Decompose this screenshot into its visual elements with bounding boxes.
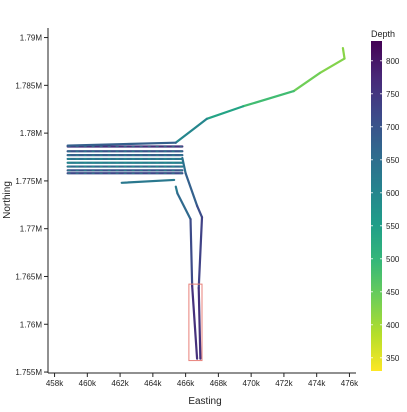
track-segment	[292, 71, 322, 93]
track-segment	[241, 89, 295, 108]
track-segment	[174, 185, 179, 195]
colorbar-tick-label: 700	[386, 123, 400, 132]
x-tick-label: 458k	[46, 379, 64, 388]
colorbar-tick-label: 450	[386, 288, 400, 297]
x-tick-label: 466k	[177, 379, 195, 388]
track-segment	[318, 57, 346, 75]
y-tick-label: 1.775M	[15, 177, 42, 186]
track-segment	[205, 105, 245, 120]
track-segment	[197, 216, 204, 290]
colorbar-tick-label: 550	[386, 222, 400, 231]
y-tick-label: 1.78M	[20, 129, 43, 138]
y-tick-label: 1.785M	[15, 81, 42, 90]
x-tick-label: 460k	[79, 379, 97, 388]
colorbar-tick-label: 350	[386, 354, 400, 363]
track-segment	[184, 172, 199, 207]
track-segment	[341, 46, 346, 60]
track-segment	[191, 284, 199, 360]
x-axis-title: Easting	[188, 396, 221, 407]
legend-title: Depth	[371, 29, 395, 39]
x-tick-label: 474k	[308, 379, 326, 388]
legend: 350 400 450 500 550 600 650 700 750 800	[371, 41, 400, 371]
colorbar-tick-label: 600	[386, 189, 400, 198]
x-tick-label: 462k	[111, 379, 129, 388]
y-tick-label: 1.765M	[15, 272, 42, 281]
track-segment	[181, 156, 187, 175]
track-segment	[176, 192, 192, 221]
track-segment	[195, 204, 204, 219]
colorbar-tick-label: 500	[386, 255, 400, 264]
x-tick-label: 464k	[144, 379, 162, 388]
highlight-box	[188, 283, 203, 362]
x-tick-label: 470k	[242, 379, 260, 388]
data-layer	[66, 46, 346, 362]
colorbar-tick-label: 400	[386, 321, 400, 330]
colorbar-tick-label: 650	[386, 156, 400, 165]
track-segment	[197, 286, 202, 360]
y-tick-label: 1.76M	[20, 320, 43, 329]
colorbar-tick-label: 750	[386, 90, 400, 99]
track-segment	[189, 218, 194, 288]
y-tick-label: 1.77M	[20, 225, 43, 234]
x-tick-label: 468k	[210, 379, 228, 388]
track-segment	[174, 117, 209, 144]
colorbar-tick-label: 800	[386, 57, 400, 66]
colorbar	[371, 41, 382, 371]
axis-layer: 458k 460k 462k 464k 466k 468k 470k 472k 474k 476k…	[15, 28, 359, 388]
y-tick-label: 1.79M	[20, 34, 43, 43]
x-tick-label: 476k	[341, 379, 359, 388]
x-tick-label: 472k	[275, 379, 293, 388]
track-segment	[66, 141, 177, 147]
track-segment	[120, 178, 176, 184]
y-axis-title: Northing	[2, 181, 13, 219]
y-tick-label: 1.755M	[15, 368, 42, 377]
